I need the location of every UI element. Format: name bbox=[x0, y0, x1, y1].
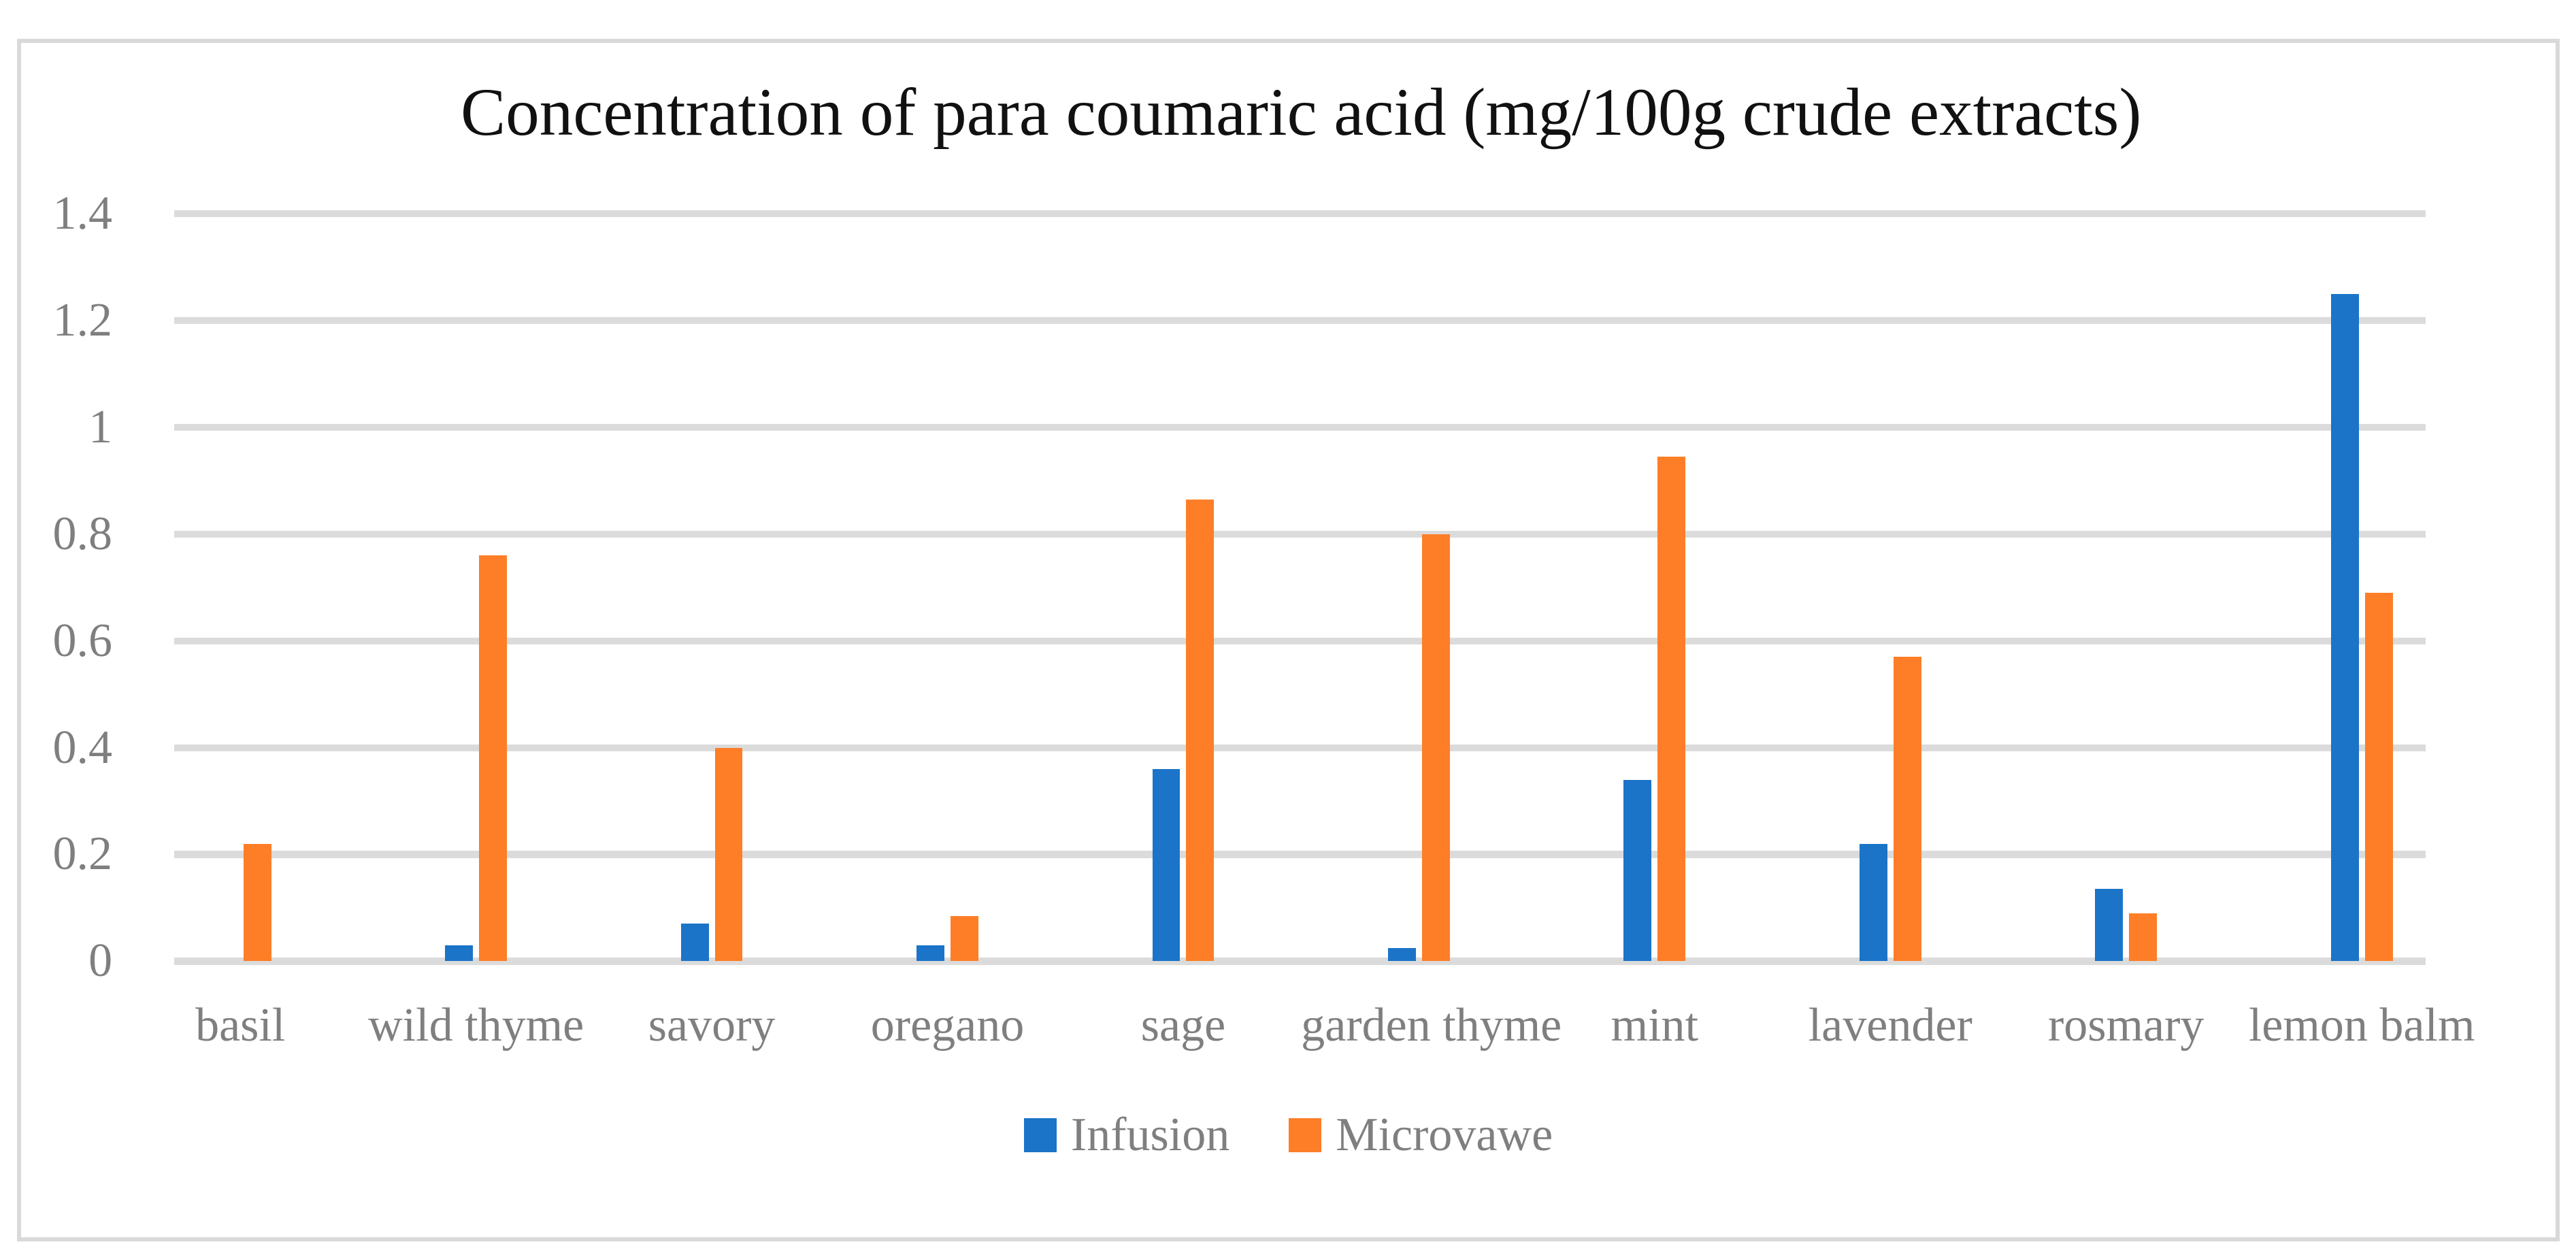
bar-microvawe-rosmary bbox=[2129, 913, 2158, 962]
bar-infusion-mint bbox=[1623, 779, 1652, 962]
x-category-label-lavender: lavender bbox=[1808, 998, 1972, 1052]
x-category-label-lemon-balm: lemon balm bbox=[2248, 998, 2475, 1052]
bar-group-mint bbox=[1537, 214, 1772, 962]
x-category-label-garden-thyme: garden thyme bbox=[1301, 998, 1562, 1052]
y-tick-label-1.4: 1.4 bbox=[52, 187, 113, 240]
legend-item-infusion: Infusion bbox=[1023, 1108, 1230, 1162]
bar-group-lavender bbox=[1772, 214, 2008, 962]
plot-area bbox=[122, 210, 2479, 965]
bar-series-container bbox=[122, 214, 2479, 962]
legend: Infusion Microvawe bbox=[21, 1108, 2556, 1162]
bar-infusion-lavender bbox=[1859, 843, 1887, 962]
x-category-label-basil: basil bbox=[195, 998, 286, 1052]
gridline-0.6 bbox=[174, 637, 2426, 645]
y-axis-tick-labels: 0 0.2 0.4 0.6 0.8 1 1.2 1.4 bbox=[21, 187, 113, 987]
bar-group-rosmary bbox=[2008, 214, 2243, 962]
bar-infusion-garden-thyme bbox=[1388, 947, 1416, 962]
bar-microvawe-wild-thyme bbox=[479, 555, 508, 962]
gridline-1 bbox=[174, 423, 2426, 431]
bar-microvawe-lemon-balm bbox=[2364, 593, 2393, 962]
x-category-label-oregano: oregano bbox=[870, 998, 1025, 1052]
bar-infusion-sage bbox=[1152, 768, 1180, 962]
gridline-0.2 bbox=[174, 851, 2426, 858]
x-category-label-sage: sage bbox=[1140, 998, 1226, 1052]
bar-microvawe-garden-thyme bbox=[1421, 534, 1450, 962]
bar-infusion-lemon-balm bbox=[2330, 293, 2359, 962]
bar-microvawe-lavender bbox=[1893, 657, 1921, 962]
gridline-1.2 bbox=[174, 316, 2426, 325]
gridline-0.4 bbox=[174, 744, 2426, 751]
bar-microvawe-savory bbox=[714, 747, 743, 962]
legend-swatch-infusion bbox=[1023, 1118, 1057, 1153]
gridline-0 bbox=[174, 958, 2426, 965]
bar-group-oregano bbox=[829, 214, 1065, 962]
bar-infusion-savory bbox=[680, 924, 709, 962]
bar-microvawe-oregano bbox=[951, 915, 978, 962]
bar-group-garden-thyme bbox=[1301, 214, 1536, 962]
legend-swatch-microvawe bbox=[1289, 1118, 1322, 1153]
y-tick-label-0.4: 0.4 bbox=[52, 721, 113, 774]
chart-title: Concentration of para coumaric acid (mg/… bbox=[461, 75, 2142, 150]
legend-label-microvawe: Microvawe bbox=[1336, 1109, 1553, 1162]
chart-figure: Concentration of para coumaric acid (mg/… bbox=[16, 39, 2560, 1241]
y-tick-label-1.2: 1.2 bbox=[52, 293, 113, 346]
bar-group-basil bbox=[122, 214, 358, 962]
y-tick-label-1: 1 bbox=[88, 400, 113, 453]
x-axis-category-labels: basil wild thyme savory oregano sage garden t… bbox=[122, 998, 2479, 1094]
x-category-label-wild-thyme: wild thyme bbox=[368, 998, 584, 1052]
y-tick-label-0.6: 0.6 bbox=[52, 614, 113, 667]
y-tick-label-0.2: 0.2 bbox=[52, 828, 113, 881]
y-tick-label-0.8: 0.8 bbox=[52, 507, 113, 560]
bar-group-savory bbox=[594, 214, 829, 962]
bar-infusion-oregano bbox=[917, 945, 945, 962]
legend-item-microvawe: Microvawe bbox=[1289, 1108, 1553, 1162]
x-category-label-mint: mint bbox=[1611, 998, 1699, 1052]
bar-microvawe-mint bbox=[1657, 457, 1686, 962]
y-tick-label-0: 0 bbox=[88, 934, 113, 988]
gridline-0.8 bbox=[174, 530, 2426, 538]
bar-microvawe-sage bbox=[1186, 499, 1215, 962]
bar-microvawe-basil bbox=[243, 843, 271, 962]
x-category-label-rosmary: rosmary bbox=[2047, 998, 2205, 1052]
bar-group-wild-thyme bbox=[358, 214, 593, 962]
bar-infusion-wild-thyme bbox=[445, 945, 474, 962]
bar-group-lemon-balm bbox=[2244, 214, 2479, 962]
gridline-1.4 bbox=[174, 210, 2426, 218]
legend-label-infusion: Infusion bbox=[1070, 1109, 1230, 1162]
bar-infusion-rosmary bbox=[2095, 889, 2124, 962]
x-category-label-savory: savory bbox=[648, 998, 776, 1052]
bar-group-sage bbox=[1066, 214, 1301, 962]
